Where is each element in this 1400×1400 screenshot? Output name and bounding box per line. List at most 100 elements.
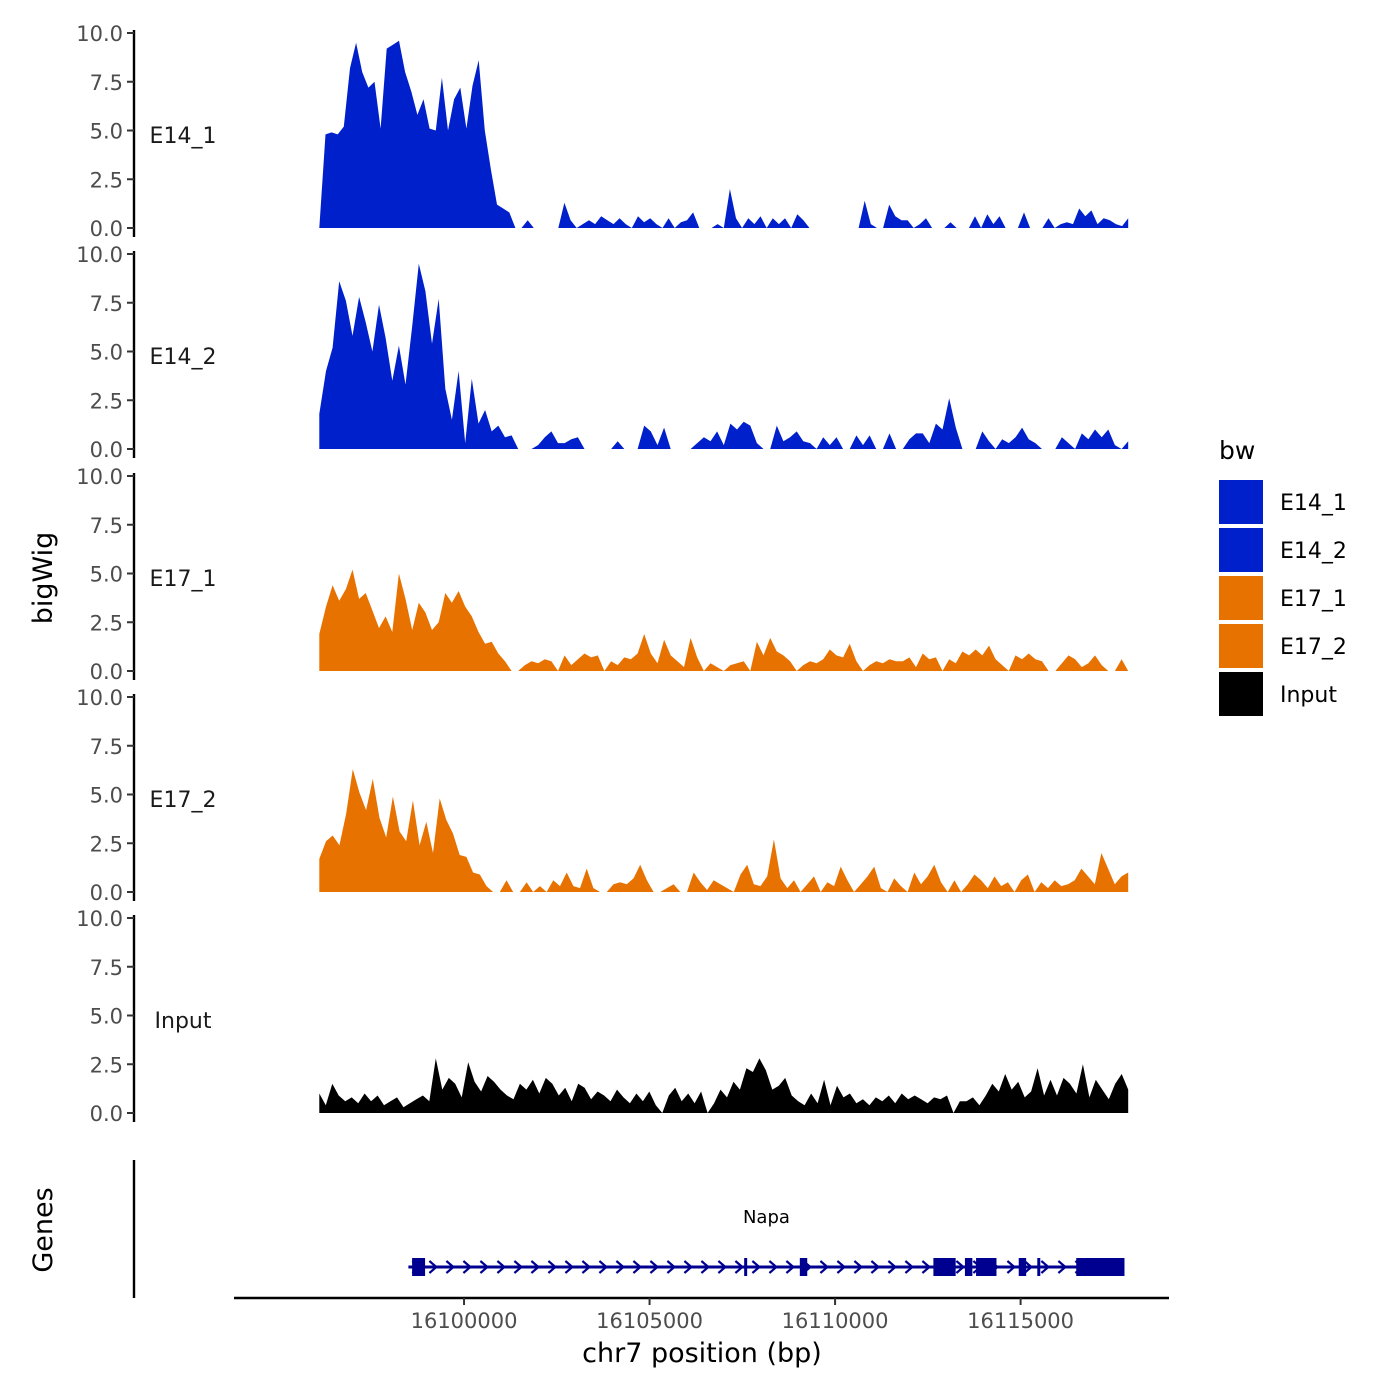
- legend: bw E14_1 E14_2 E17_1 E17_2 Input: [1219, 436, 1347, 716]
- track-panel-e14_2: 0.0 2.5 5.0 7.5 10.0 E14_2: [76, 243, 1129, 462]
- y-tick-label: 10.0: [76, 465, 123, 489]
- track-label: E14_2: [150, 345, 217, 370]
- gene-exon: [964, 1258, 973, 1276]
- y-tick-label: 10.0: [76, 686, 123, 710]
- track-label: E14_1: [150, 124, 217, 149]
- signal-area-e17_1: [319, 569, 1129, 671]
- strand-arrow: [1006, 1260, 1017, 1274]
- legend-label: E17_1: [1280, 587, 1347, 612]
- signal-area-input: [319, 1058, 1129, 1113]
- strand-arrow: [428, 1260, 439, 1274]
- y-tick-label: 5.0: [90, 784, 123, 808]
- legend-swatch: [1219, 624, 1263, 668]
- strand-arrow: [445, 1260, 456, 1274]
- legend-label: E14_1: [1280, 491, 1347, 516]
- y-tick-label: 2.5: [90, 389, 123, 413]
- strand-arrow: [564, 1260, 575, 1274]
- y-tick-label: 7.5: [90, 735, 123, 759]
- y-tick-label: 0.0: [90, 660, 123, 684]
- gene-exon: [1018, 1258, 1027, 1276]
- strand-arrow: [1057, 1260, 1068, 1274]
- y-tick-label: 0.0: [90, 1102, 123, 1126]
- track-label: Input: [155, 1009, 212, 1034]
- signal-area-e17_2: [319, 769, 1129, 892]
- gene-label: Napa: [743, 1207, 790, 1228]
- gene-exon: [744, 1258, 748, 1276]
- strand-arrow: [513, 1260, 524, 1274]
- strand-arrow: [853, 1260, 864, 1274]
- strand-arrow: [462, 1260, 473, 1274]
- gene-exon: [933, 1258, 956, 1276]
- strand-arrow: [921, 1260, 932, 1274]
- strand-arrow: [955, 1260, 966, 1274]
- strand-arrow: [666, 1260, 677, 1274]
- x-tick-label: 16115000: [967, 1309, 1074, 1333]
- legend-swatch: [1219, 576, 1263, 620]
- strand-arrow: [496, 1260, 507, 1274]
- legend-title: bw: [1219, 436, 1255, 465]
- gene-exon: [1076, 1258, 1125, 1276]
- strand-arrow: [479, 1260, 490, 1274]
- strand-arrow: [819, 1260, 830, 1274]
- strand-arrow: [700, 1260, 711, 1274]
- y-tick-label: 10.0: [76, 907, 123, 931]
- strand-arrow: [1040, 1260, 1051, 1274]
- signal-area-e14_1: [319, 40, 1129, 228]
- strand-arrow: [615, 1260, 626, 1274]
- y-tick-label: 5.0: [90, 1005, 123, 1029]
- legend-swatch: [1219, 480, 1263, 524]
- track-panel-e17_1: 0.0 2.5 5.0 7.5 10.0 E17_1: [76, 465, 1129, 684]
- y-tick-label: 2.5: [90, 832, 123, 856]
- strand-arrow: [904, 1260, 915, 1274]
- strand-arrow: [870, 1260, 881, 1274]
- strand-arrow: [717, 1260, 728, 1274]
- y-tick-label: 10.0: [76, 22, 123, 46]
- legend-label: Input: [1280, 683, 1337, 708]
- x-tick-label: 16105000: [596, 1309, 703, 1333]
- signal-area-e14_2: [319, 263, 1129, 449]
- y-tick-label: 5.0: [90, 563, 123, 587]
- y-axis-title: bigWig: [28, 532, 59, 625]
- strand-arrow: [598, 1260, 609, 1274]
- strand-arrow: [1023, 1260, 1034, 1274]
- track-panel-e17_2: 0.0 2.5 5.0 7.5 10.0 E17_2: [76, 686, 1129, 905]
- strand-arrow: [547, 1260, 558, 1274]
- strand-arrow: [649, 1260, 660, 1274]
- y-tick-label: 2.5: [90, 1053, 123, 1077]
- y-tick-label: 2.5: [90, 611, 123, 635]
- y-tick-label: 5.0: [90, 341, 123, 365]
- y-tick-label: 5.0: [90, 120, 123, 144]
- strand-arrow: [683, 1260, 694, 1274]
- y-tick-label: 7.5: [90, 292, 123, 316]
- legend-swatch: [1219, 672, 1263, 716]
- y-tick-label: 0.0: [90, 881, 123, 905]
- strand-arrow: [734, 1260, 745, 1274]
- x-axis-title: chr7 position (bp): [582, 1338, 822, 1369]
- strand-arrow: [768, 1260, 779, 1274]
- strand-arrow: [530, 1260, 541, 1274]
- y-tick-label: 7.5: [90, 71, 123, 95]
- y-tick-label: 0.0: [90, 438, 123, 462]
- y-tick-label: 2.5: [90, 168, 123, 192]
- y-tick-label: 7.5: [90, 514, 123, 538]
- legend-label: E14_2: [1280, 539, 1347, 564]
- x-tick-label: 16100000: [411, 1309, 518, 1333]
- x-axis: 16100000 16105000 16110000 16115000: [234, 1296, 1169, 1333]
- y-tick-label: 0.0: [90, 217, 123, 241]
- legend-swatch: [1219, 528, 1263, 572]
- track-label: E17_2: [150, 788, 217, 813]
- legend-label: E17_2: [1280, 635, 1347, 660]
- genes-axis-title: Genes: [28, 1187, 59, 1272]
- x-tick-label: 16110000: [782, 1309, 889, 1333]
- track-panel-e14_1: 0.0 2.5 5.0 7.5 10.0 E14_1: [76, 22, 1129, 241]
- strand-arrow: [887, 1260, 898, 1274]
- strand-arrow: [836, 1260, 847, 1274]
- y-tick-label: 7.5: [90, 956, 123, 980]
- gene-exon: [412, 1258, 426, 1276]
- strand-arrow: [581, 1260, 592, 1274]
- genes-track: Napa: [132, 1160, 1125, 1298]
- gene-exon: [976, 1258, 997, 1276]
- y-tick-label: 10.0: [76, 243, 123, 267]
- strand-arrow: [751, 1260, 762, 1274]
